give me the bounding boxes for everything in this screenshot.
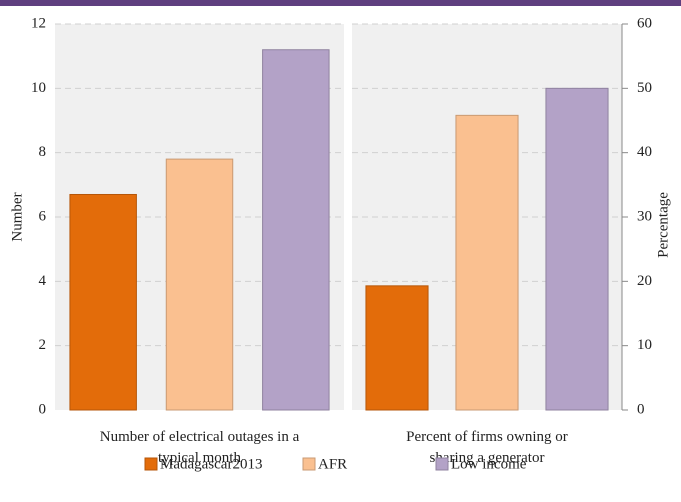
x-tick-label-line: Number of electrical outages in a [100,429,300,445]
x-tick-label: Percent of firms owning or sharing a gene… [406,429,568,466]
x-tick-label-line: Percent of firms owning or [406,429,568,445]
y-tick-label: 4 [39,273,47,289]
x-tick-label-line: typical month [158,450,241,466]
y2-tick-label: 30 [637,208,652,224]
y-axis-label: Number [9,192,25,241]
y-tick-label: 12 [31,15,46,31]
bar [455,114,519,411]
y-tick-label: 10 [31,80,46,96]
bar [165,158,234,411]
x-tick-label-line: sharing a generator [430,450,545,466]
bar [365,285,429,411]
y-tick-label: 8 [39,144,47,160]
y2-tick-label: 20 [637,273,652,289]
legend-label: AFR [318,456,347,472]
y2-tick-label: 60 [637,15,652,31]
legend-swatch [435,457,449,471]
bar [69,193,137,411]
bar [545,87,609,411]
bar [262,49,330,411]
y-tick-label: 2 [39,337,47,353]
y2-tick-label: 40 [637,144,652,160]
x-tick-label: Number of electrical outages in a typical… [100,429,300,466]
top-band [0,0,681,6]
legend-label: Madagascar2013 [160,456,262,472]
y2-tick-label: 10 [637,337,652,353]
y-tick-label: 6 [39,208,47,224]
legend-swatch [302,457,316,471]
y2-tick-label: 50 [637,80,652,96]
legend-label: Low income [451,456,527,472]
y2-tick-label: 0 [637,401,645,417]
y2-axis-label: Percentage [655,192,671,258]
legend-swatch [144,457,158,471]
y-tick-label: 0 [39,401,47,417]
